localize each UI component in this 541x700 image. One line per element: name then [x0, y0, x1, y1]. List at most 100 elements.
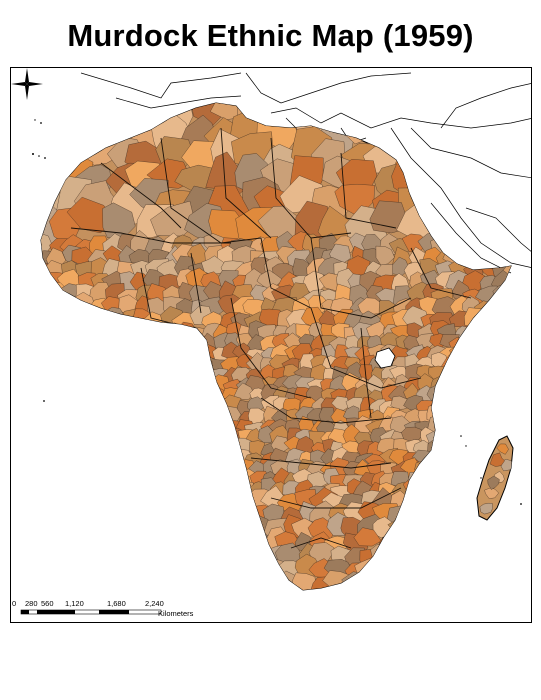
ethnic-region	[504, 299, 511, 318]
ethnic-region	[393, 103, 438, 122]
ethnic-region	[106, 420, 124, 437]
ethnic-region	[403, 547, 428, 569]
ethnic-region	[139, 450, 160, 469]
ethnic-region	[467, 555, 493, 582]
ethnic-region	[45, 549, 71, 569]
ethnic-region	[128, 389, 147, 405]
ethnic-region	[176, 351, 195, 370]
ethnic-region	[80, 366, 100, 384]
ethnic-region	[214, 426, 233, 446]
ethnic-region	[448, 500, 471, 523]
ethnic-region	[183, 473, 208, 491]
ethnic-region	[54, 356, 74, 374]
ethnic-region	[47, 556, 72, 579]
ethnic-region	[464, 378, 484, 396]
ethnic-region	[44, 409, 67, 427]
ethnic-region	[81, 331, 102, 350]
ethnic-region	[197, 487, 224, 508]
ethnic-region	[391, 159, 434, 196]
ethnic-region	[464, 326, 485, 342]
ethnic-region	[184, 545, 208, 565]
ethnic-region	[436, 529, 459, 552]
ethnic-region	[451, 574, 481, 590]
ethnic-region	[452, 457, 472, 478]
ethnic-region	[55, 114, 93, 149]
ethnic-region	[452, 421, 473, 437]
ethnic-region	[199, 517, 225, 540]
ethnic-region	[442, 397, 462, 412]
ethnic-region	[433, 546, 458, 566]
map-frame: 0 280 560 1,120 1,680 2,240 Kilometers	[10, 67, 532, 623]
ethnic-region	[141, 351, 161, 369]
ethnic-region	[75, 512, 99, 538]
ethnic-region	[88, 518, 119, 541]
ethnic-region	[61, 504, 84, 529]
ethnic-region	[187, 567, 211, 590]
ethnic-region	[51, 449, 72, 467]
ethnic-region	[404, 573, 426, 590]
ethnic-region	[55, 331, 74, 351]
ethnic-region	[43, 479, 63, 498]
ethnic-region	[140, 379, 162, 398]
ethnic-region	[170, 502, 198, 521]
ethnic-region	[226, 450, 242, 470]
ethnic-region	[376, 554, 400, 580]
ethnic-region	[182, 561, 210, 584]
ethnic-region	[149, 463, 171, 480]
ethnic-region	[502, 396, 511, 415]
ethnic-region	[41, 385, 63, 402]
ethnic-region	[150, 398, 171, 415]
ethnic-region	[441, 158, 489, 201]
ethnic-region	[47, 493, 73, 513]
ethnic-region	[390, 571, 419, 590]
ethnic-region	[197, 479, 218, 499]
ethnic-region	[41, 517, 55, 537]
ethnic-region	[176, 337, 197, 353]
ethnic-region	[438, 557, 460, 582]
ethnic-region	[46, 375, 67, 395]
ethnic-region	[79, 453, 99, 468]
ethnic-region	[78, 103, 115, 122]
ethnic-region	[207, 406, 228, 425]
ethnic-region	[475, 327, 496, 343]
ethnic-region	[80, 439, 98, 458]
ethnic-region	[488, 236, 511, 253]
ethnic-region	[199, 463, 217, 482]
ethnic-region	[112, 491, 136, 517]
ethnic-region	[78, 418, 99, 436]
ethnic-region	[152, 429, 174, 449]
ethnic-region	[166, 401, 186, 417]
ethnic-region	[54, 469, 75, 486]
ethnic-region	[89, 310, 113, 333]
ethnic-region	[479, 503, 493, 515]
ethnic-region	[116, 374, 138, 392]
ethnic-region	[469, 157, 511, 195]
ethnic-region	[489, 452, 505, 467]
north-arrow-icon	[11, 68, 43, 100]
ethnic-region	[449, 388, 472, 406]
ethnic-region	[465, 249, 488, 268]
ethnic-region	[357, 297, 386, 315]
ethnic-region	[503, 310, 511, 329]
ethnic-region	[438, 408, 458, 425]
ethnic-region	[45, 530, 71, 553]
ethnic-region	[486, 531, 511, 557]
ethnic-region	[502, 387, 511, 406]
ethnic-region	[81, 480, 98, 498]
ethnic-region	[77, 377, 99, 395]
ethnic-region	[464, 343, 485, 360]
ethnic-region	[175, 561, 198, 582]
ethnic-region	[139, 518, 168, 543]
ethnic-region	[186, 521, 215, 543]
ethnic-region	[197, 532, 228, 556]
ethnic-region	[199, 386, 220, 403]
ethnic-region	[56, 366, 74, 383]
ethnic-region	[41, 566, 49, 590]
ethnic-region	[476, 410, 495, 428]
ethnic-region	[217, 495, 247, 514]
ethnic-region	[415, 482, 437, 498]
ethnic-region	[220, 573, 243, 590]
ethnic-region	[41, 140, 69, 179]
ethnic-region	[165, 439, 185, 453]
ethnic-region	[155, 502, 176, 528]
